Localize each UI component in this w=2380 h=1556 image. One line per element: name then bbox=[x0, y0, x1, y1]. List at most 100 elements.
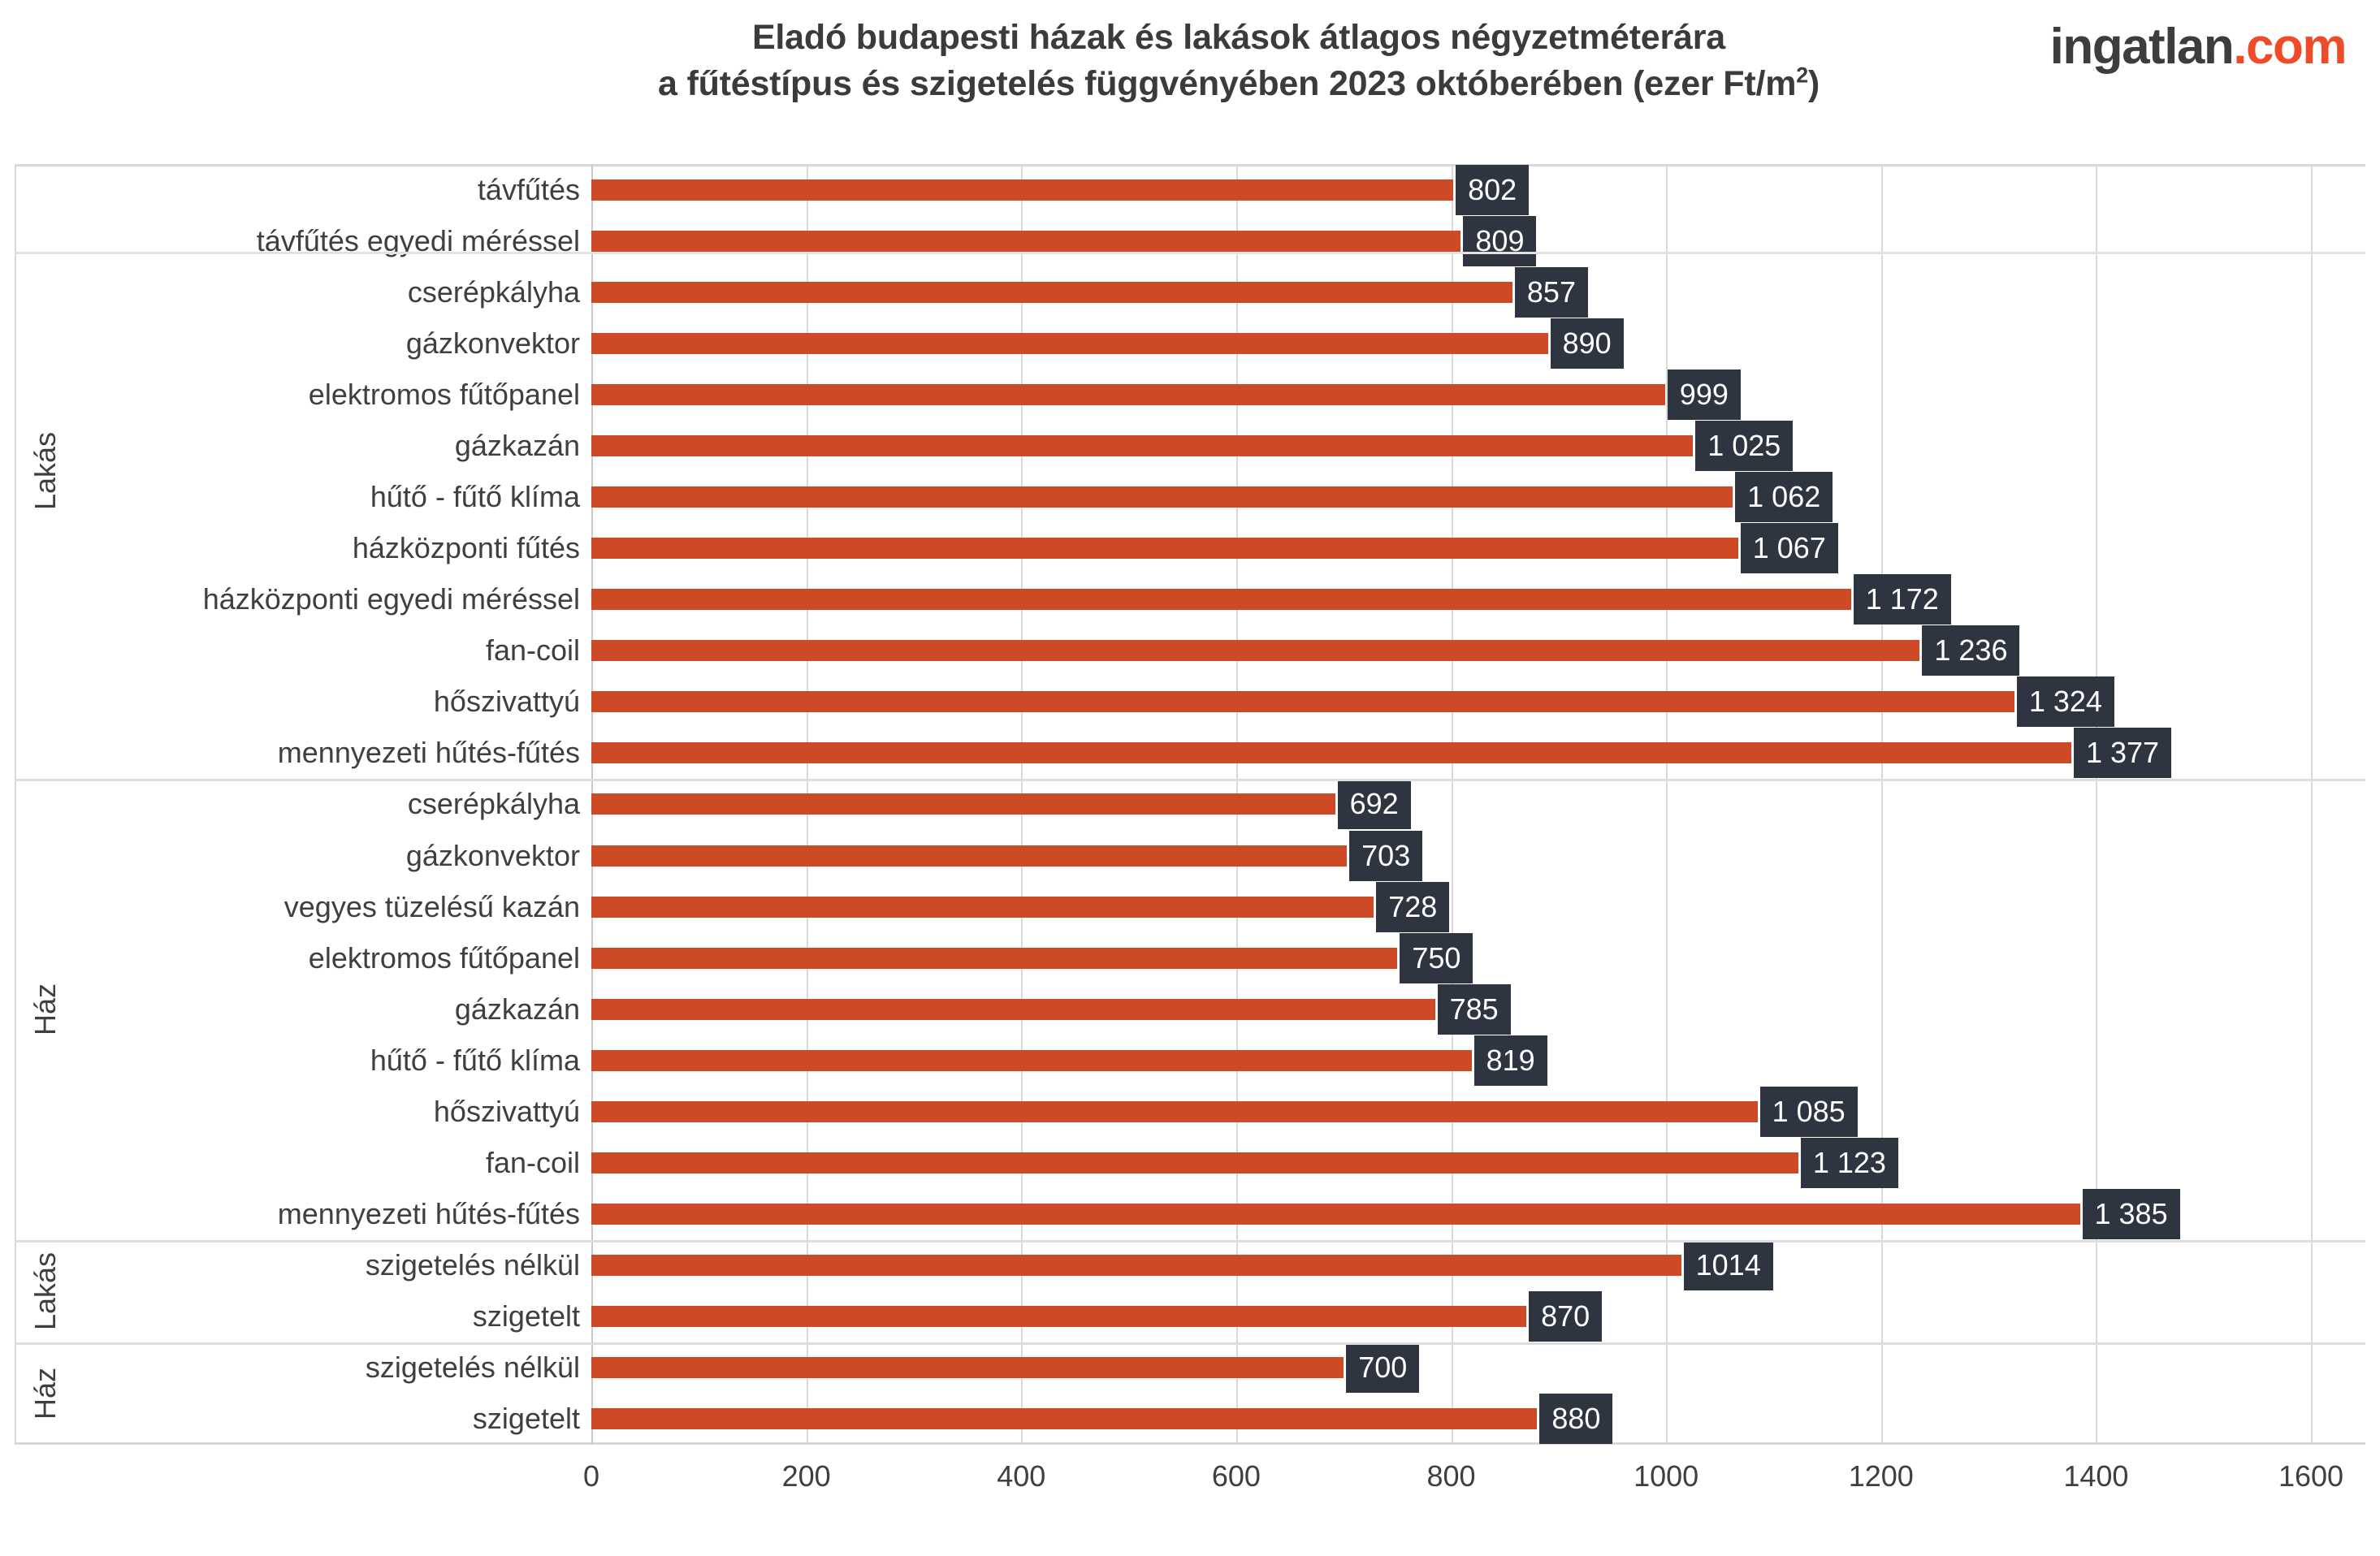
title-block: Eladó budapesti házak és lakások átlagos… bbox=[0, 15, 2380, 107]
bar[interactable] bbox=[591, 998, 1435, 1020]
group-separator bbox=[15, 1342, 2365, 1345]
bar[interactable] bbox=[591, 1306, 1527, 1328]
bar[interactable] bbox=[591, 1204, 2080, 1225]
bar[interactable] bbox=[591, 179, 1454, 201]
bar[interactable] bbox=[591, 947, 1398, 969]
row-label: hűtő - fűtő klíma bbox=[370, 1043, 580, 1077]
bar[interactable] bbox=[591, 845, 1348, 867]
row-label: fan-coil bbox=[485, 1146, 580, 1180]
group-title-label: Ház bbox=[28, 1367, 62, 1420]
bar[interactable] bbox=[591, 896, 1374, 918]
row-label: gázkazán bbox=[454, 992, 580, 1026]
row-label: gázkazán bbox=[454, 428, 580, 462]
row-label: gázkonvektor bbox=[405, 326, 580, 360]
row-label: vegyes tüzelésű kazán bbox=[283, 889, 580, 923]
chart-row: cserépkályha 857 bbox=[15, 266, 2365, 318]
page-title-superscript: 2 bbox=[1796, 63, 1808, 88]
chart-row: gázkonvektor 890 bbox=[15, 318, 2365, 369]
value-label: 1 123 bbox=[1800, 1138, 1898, 1189]
chart-rows: távfűtés 802 távfűtés egyedi méréssel 809 cs… bbox=[15, 164, 2365, 1445]
group-title-label: Lakás bbox=[28, 432, 63, 511]
bar[interactable] bbox=[591, 486, 1733, 508]
x-tick-label: 1200 bbox=[1848, 1459, 1914, 1493]
bar[interactable] bbox=[591, 538, 1738, 560]
value-label: 870 bbox=[1529, 1291, 1603, 1342]
x-tick-label: 1600 bbox=[2278, 1459, 2344, 1493]
value-label: 1 324 bbox=[2016, 676, 2114, 728]
row-label: házközponti fűtés bbox=[352, 531, 580, 565]
bar[interactable] bbox=[591, 691, 2014, 713]
chart-row: mennyezeti hűtés-fűtés 1 377 bbox=[15, 728, 2365, 779]
chart-row: gázkazán 1 025 bbox=[15, 420, 2365, 471]
x-axis: 0 200 400 600 800 1000 1200 1400 1600 bbox=[15, 1445, 2365, 1510]
page-title-line2-post: ) bbox=[1807, 63, 1820, 103]
x-tick-label: 1000 bbox=[1634, 1459, 1699, 1493]
bar-chart: távfűtés 802 távfűtés egyedi méréssel 809 cs… bbox=[15, 164, 2365, 1540]
x-tick-label: 0 bbox=[582, 1459, 600, 1493]
plot-frame bbox=[15, 164, 2365, 1445]
value-label: 703 bbox=[1349, 830, 1423, 881]
value-label: 1014 bbox=[1683, 1240, 1773, 1291]
chart-row: szigetelt 870 bbox=[15, 1291, 2365, 1342]
x-tick-label: 1400 bbox=[2063, 1459, 2129, 1493]
chart-row: távfűtés 802 bbox=[15, 164, 2365, 215]
value-label: 1 236 bbox=[1922, 625, 2020, 676]
value-label: 890 bbox=[1550, 318, 1624, 369]
x-tick-label: 600 bbox=[1211, 1459, 1261, 1493]
value-label: 880 bbox=[1539, 1394, 1613, 1445]
bar[interactable] bbox=[591, 281, 1512, 303]
chart-row: fan-coil 1 123 bbox=[15, 1138, 2365, 1189]
bar[interactable] bbox=[591, 434, 1694, 456]
bar[interactable] bbox=[591, 383, 1665, 405]
row-label: szigetelés nélkül bbox=[365, 1351, 580, 1385]
chart-row: hűtő - fűtő klíma 1 062 bbox=[15, 471, 2365, 522]
bar[interactable] bbox=[591, 1408, 1538, 1430]
bar[interactable] bbox=[591, 793, 1335, 815]
row-label: hőszivattyú bbox=[433, 685, 580, 719]
bottom-rule bbox=[15, 252, 2365, 254]
row-label: távfűtés egyedi méréssel bbox=[256, 223, 580, 257]
page-title-line2-pre: a fűtéstípus és szigetelés függvényében … bbox=[657, 63, 1797, 103]
chart-row: házközponti fűtés 1 067 bbox=[15, 523, 2365, 574]
logo-wordmark: ingatlan bbox=[2049, 19, 2235, 75]
group-title-ház: Ház bbox=[21, 779, 70, 1240]
row-label: távfűtés bbox=[477, 172, 580, 206]
value-label: 728 bbox=[1376, 881, 1450, 932]
bar[interactable] bbox=[591, 1255, 1681, 1277]
chart-row: gázkazán 785 bbox=[15, 983, 2365, 1035]
row-label: hűtő - fűtő klíma bbox=[370, 480, 580, 513]
row-label: cserépkályha bbox=[407, 274, 580, 309]
logo-tld: .com bbox=[2233, 19, 2347, 75]
value-label: 1 385 bbox=[2082, 1189, 2180, 1240]
x-tick-label: 200 bbox=[781, 1459, 831, 1493]
row-label: szigetelés nélkül bbox=[365, 1248, 580, 1282]
ingatlan-com-logo[interactable]: ingatlan.com bbox=[2049, 18, 2348, 76]
bar[interactable] bbox=[591, 640, 1920, 662]
chart-row: távfűtés egyedi méréssel 809 bbox=[15, 215, 2365, 266]
group-title-lakás: Lakás bbox=[21, 164, 70, 779]
chart-header: Eladó budapesti házak és lakások átlagos… bbox=[0, 0, 2380, 150]
value-label: 1 025 bbox=[1695, 420, 1794, 471]
row-label: szigetelt bbox=[472, 1299, 580, 1333]
chart-row: fan-coil 1 236 bbox=[15, 625, 2365, 676]
bar[interactable] bbox=[591, 332, 1548, 354]
bar[interactable] bbox=[591, 1100, 1758, 1122]
row-label: elektromos fűtőpanel bbox=[308, 377, 580, 411]
group-title-lakás: Lakás bbox=[21, 1240, 70, 1342]
value-label: 1 085 bbox=[1759, 1086, 1858, 1137]
bar[interactable] bbox=[591, 742, 2071, 764]
row-label: gázkonvektor bbox=[405, 838, 580, 872]
row-label: elektromos fűtőpanel bbox=[308, 940, 580, 975]
value-label: 819 bbox=[1473, 1035, 1547, 1086]
row-label: hőszivattyú bbox=[433, 1094, 580, 1128]
chart-row: elektromos fűtőpanel 999 bbox=[15, 369, 2365, 420]
bar[interactable] bbox=[591, 1152, 1798, 1174]
bar[interactable] bbox=[591, 1049, 1472, 1071]
x-tick-label: 400 bbox=[997, 1459, 1046, 1493]
bar[interactable] bbox=[591, 589, 1851, 611]
value-label: 857 bbox=[1514, 266, 1588, 318]
bar[interactable] bbox=[591, 1357, 1344, 1379]
row-label: cserépkályha bbox=[407, 787, 580, 821]
bar[interactable] bbox=[591, 230, 1461, 252]
chart-row: szigetelés nélkül 700 bbox=[15, 1342, 2365, 1394]
